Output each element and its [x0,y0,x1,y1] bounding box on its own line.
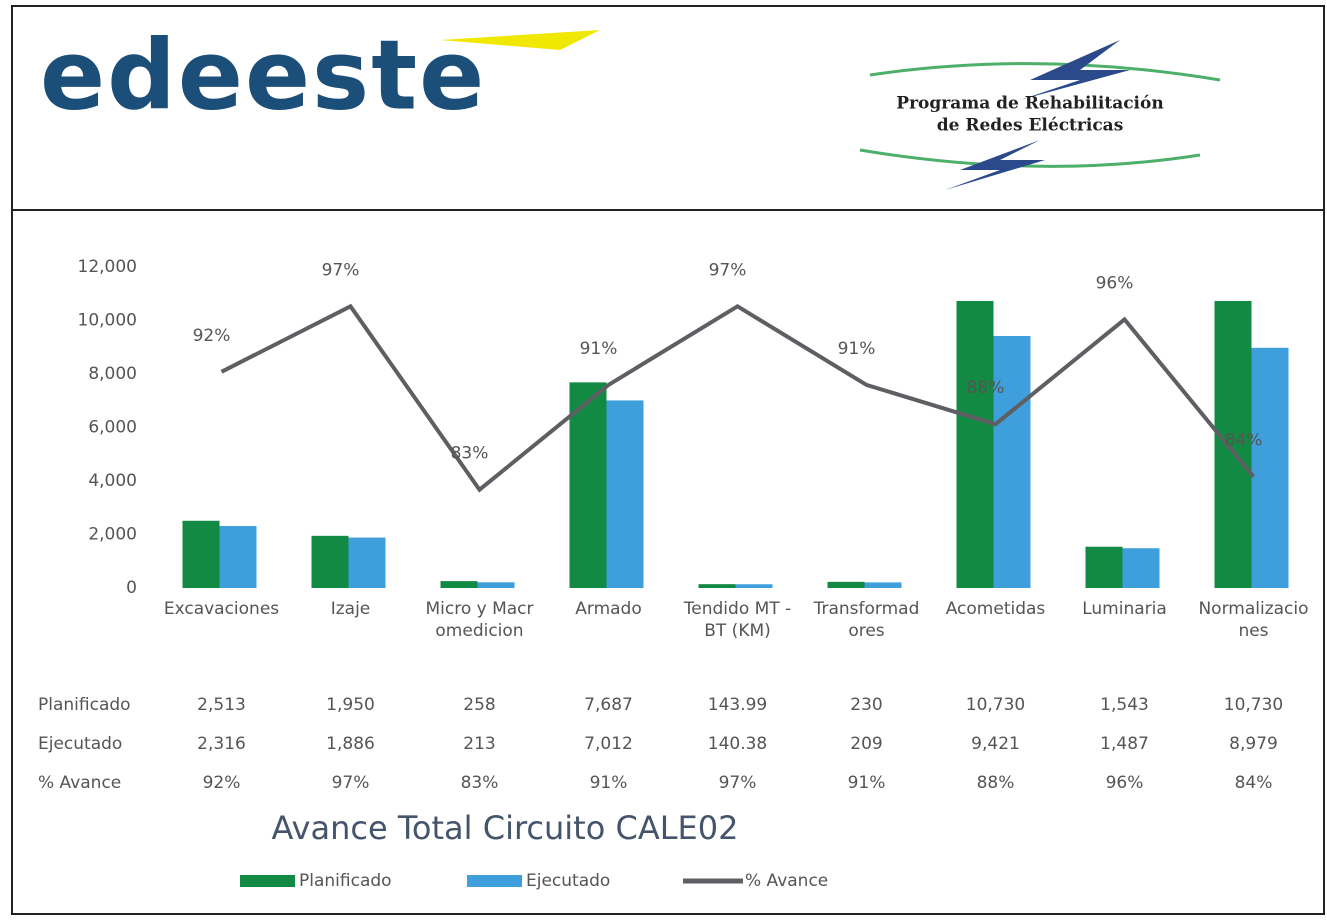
table-cell: 10,730 [966,695,1025,715]
x-tick-label-box: Armado [575,599,642,619]
x-tick-label-box: Acometidas [945,599,1046,619]
y-tick-label: 8,000 [88,364,137,384]
x-tick-label: Micro y Macromedicion [425,599,534,641]
bar [993,335,1031,588]
x-tick-label: Armado [575,599,642,619]
bar [311,535,349,588]
table-cell: 97% [332,773,370,793]
y-tick-label: 12,000 [78,257,137,277]
logo: edeeste [40,19,486,131]
bar [1122,548,1160,588]
table-cell: 10,730 [1224,695,1283,715]
bar [1085,546,1123,588]
table-cell: 1,487 [1100,734,1149,754]
y-tick-label: 4,000 [88,471,137,491]
data-label: 91% [580,339,618,359]
data-label: 97% [709,260,747,280]
line [220,303,1256,493]
table-cell: 92% [203,773,241,793]
table-cell: 1,886 [326,734,375,754]
x-tick-label-box: Tendido MT - BT (KM) [683,599,792,641]
bar [219,526,257,588]
bar [477,582,515,588]
x-tick-label-box: Izaje [330,599,371,619]
x-tick-label-box: Micro y Macromedicion [425,599,534,641]
logo-bolt [440,30,600,50]
table-cell: 9,421 [971,734,1020,754]
bolt [945,140,1045,190]
data-label: 97% [322,260,360,280]
x-tick-label: Izaje [330,599,371,619]
bar [1214,300,1252,588]
bar [606,400,644,588]
table-row-label: Ejecutado [38,734,122,754]
program-title: Programa de Rehabilitación [896,94,1163,114]
y-tick-label: 6,000 [88,418,137,438]
program-title: de Redes Eléctricas [937,116,1124,136]
data-label: 91% [838,339,876,359]
x-tick-label: Excavaciones [163,599,280,619]
chart-title: Avance Total Circuito CALE02 [272,809,739,847]
x-tick-label: Transformadores [813,599,920,641]
y-tick-label: 0 [126,578,137,598]
table-cell: 209 [850,734,882,754]
legend-label: Planificado [299,871,392,891]
x-tick-label-box: Excavaciones [163,599,280,619]
frame [11,5,1325,915]
table-cell: 230 [850,695,882,715]
bar [182,520,220,588]
table-cell: 2,316 [197,734,246,754]
table-cell: 83% [461,773,499,793]
table-row-label: Planificado [38,695,131,715]
legend-label: Ejecutado [526,871,610,891]
swoosh [869,62,1221,82]
table-cell: 258 [463,695,495,715]
bar [698,584,736,588]
legend-swatch [467,875,522,887]
bolt [1020,40,1130,100]
x-tick-label: Luminaria [1082,599,1167,619]
table-cell: 7,012 [584,734,633,754]
bar [827,581,865,588]
table-cell: 7,687 [584,695,633,715]
bar [440,581,478,588]
table-cell: 91% [848,773,886,793]
table-cell: 91% [590,773,628,793]
bar [348,537,386,588]
table-cell: 97% [719,773,757,793]
table-row-label: % Avance [38,773,121,793]
data-label: 92% [193,326,231,346]
table-cell: 140.38 [708,734,767,754]
table-cell: 213 [463,734,495,754]
swoosh [859,148,1201,168]
table-cell: 88% [977,773,1015,793]
table-cell: 96% [1106,773,1144,793]
data-label: 88% [967,378,1005,398]
data-label: 84% [1225,431,1263,451]
table-cell: 2,513 [197,695,246,715]
y-tick-label: 2,000 [88,525,137,545]
table-cell: 8,979 [1229,734,1278,754]
bar [956,300,994,588]
x-tick-label: Normalizaciones [1198,599,1309,641]
bar [1251,347,1289,588]
data-label: 96% [1096,273,1134,293]
legend-label: % Avance [745,871,828,891]
table-cell: 84% [1235,773,1273,793]
x-tick-label-box: Normalizaciones [1198,599,1309,641]
x-tick-label: Acometidas [945,599,1046,619]
legend-swatch [240,875,295,887]
data-label: 83% [451,444,489,464]
table-cell: 1,950 [326,695,375,715]
x-tick-label: Tendido MT - BT (KM) [683,599,792,641]
table-cell: 143.99 [708,695,767,715]
x-tick-label-box: Luminaria [1082,599,1167,619]
table-cell: 1,543 [1100,695,1149,715]
bar [569,382,607,588]
bar [735,584,773,588]
x-tick-label-box: Transformadores [813,599,920,641]
y-tick-label: 10,000 [78,311,137,331]
bar [864,582,902,588]
